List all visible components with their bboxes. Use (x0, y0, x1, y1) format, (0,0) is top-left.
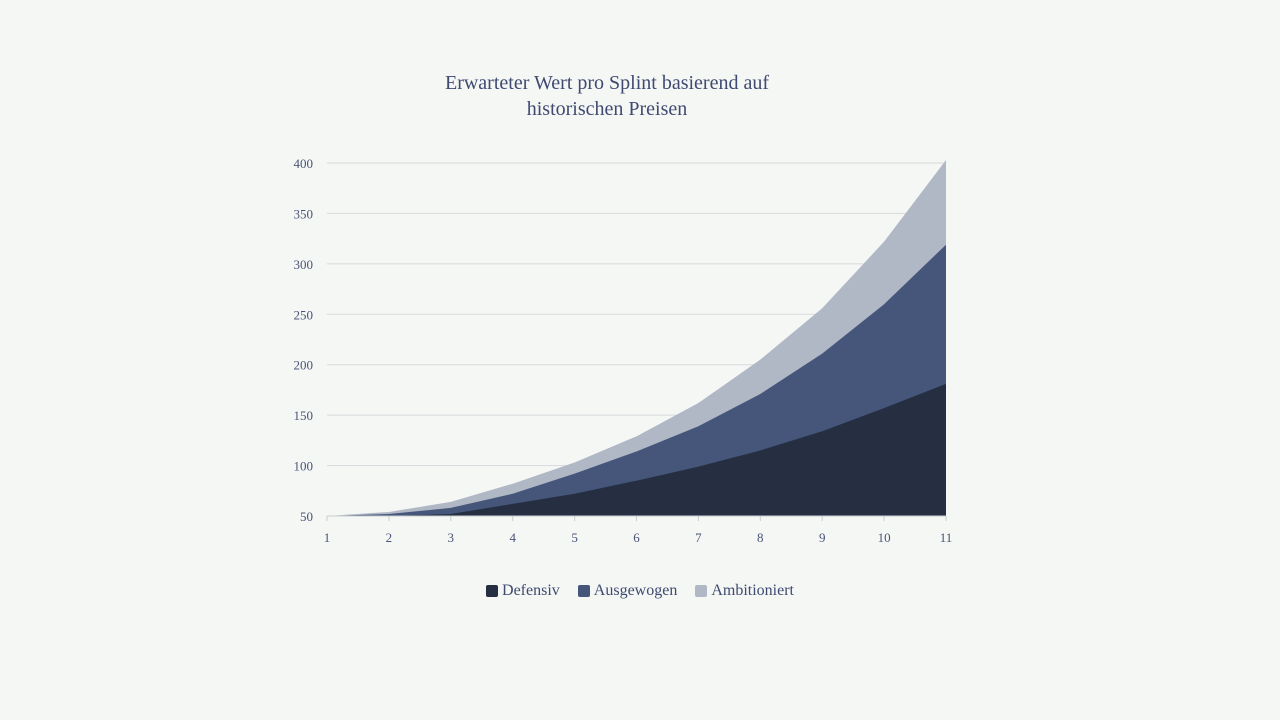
gridlines (327, 162, 946, 467)
y-tick-label: 50 (300, 509, 313, 524)
x-axis-ticks: 1 2 3 4 5 6 7 8 9 10 11 (324, 516, 953, 545)
y-tick-label: 100 (294, 459, 314, 474)
x-tick-label: 10 (878, 530, 891, 545)
chart-title: Erwarteter Wert pro Splint basierend auf… (445, 72, 769, 120)
legend-swatch (577, 585, 590, 597)
x-tick-label: 2 (386, 530, 393, 545)
y-tick-label: 400 (294, 156, 314, 171)
y-tick-label: 300 (294, 257, 314, 272)
legend-item-ausgewogen[interactable]: Ausgewogen (577, 582, 678, 600)
x-tick-label: 6 (633, 530, 640, 545)
x-tick-label: 1 (324, 530, 331, 545)
chart-title-line: historischen Preisen (527, 98, 688, 120)
area-defensiv (327, 383, 946, 516)
legend: Defensiv Ausgewogen Ambitioniert (0, 582, 1280, 600)
chart-title-line: Erwarteter Wert pro Splint basierend auf (445, 72, 769, 94)
legend-label: Ambitioniert (711, 582, 794, 599)
x-tick-label: 4 (509, 530, 516, 545)
legend-label: Defensiv (502, 582, 560, 599)
legend-swatch (695, 585, 708, 597)
y-tick-label: 200 (294, 358, 314, 373)
x-tick-label: 7 (695, 530, 702, 545)
y-axis-ticks: 50 100 150 200 250 300 350 400 (294, 156, 314, 524)
x-tick-label: 9 (819, 530, 826, 545)
x-tick-label: 11 (940, 530, 953, 545)
y-tick-label: 350 (294, 206, 314, 221)
legend-swatch (486, 585, 499, 597)
legend-item-ambitioniert[interactable]: Ambitioniert (695, 582, 794, 600)
x-tick-label: 3 (448, 530, 455, 545)
y-tick-label: 150 (294, 408, 314, 423)
x-tick-label: 5 (571, 530, 578, 545)
y-tick-label: 250 (294, 307, 314, 322)
x-tick-label: 8 (757, 530, 764, 545)
legend-item-defensiv[interactable]: Defensiv (486, 582, 560, 600)
legend-label: Ausgewogen (593, 582, 678, 599)
